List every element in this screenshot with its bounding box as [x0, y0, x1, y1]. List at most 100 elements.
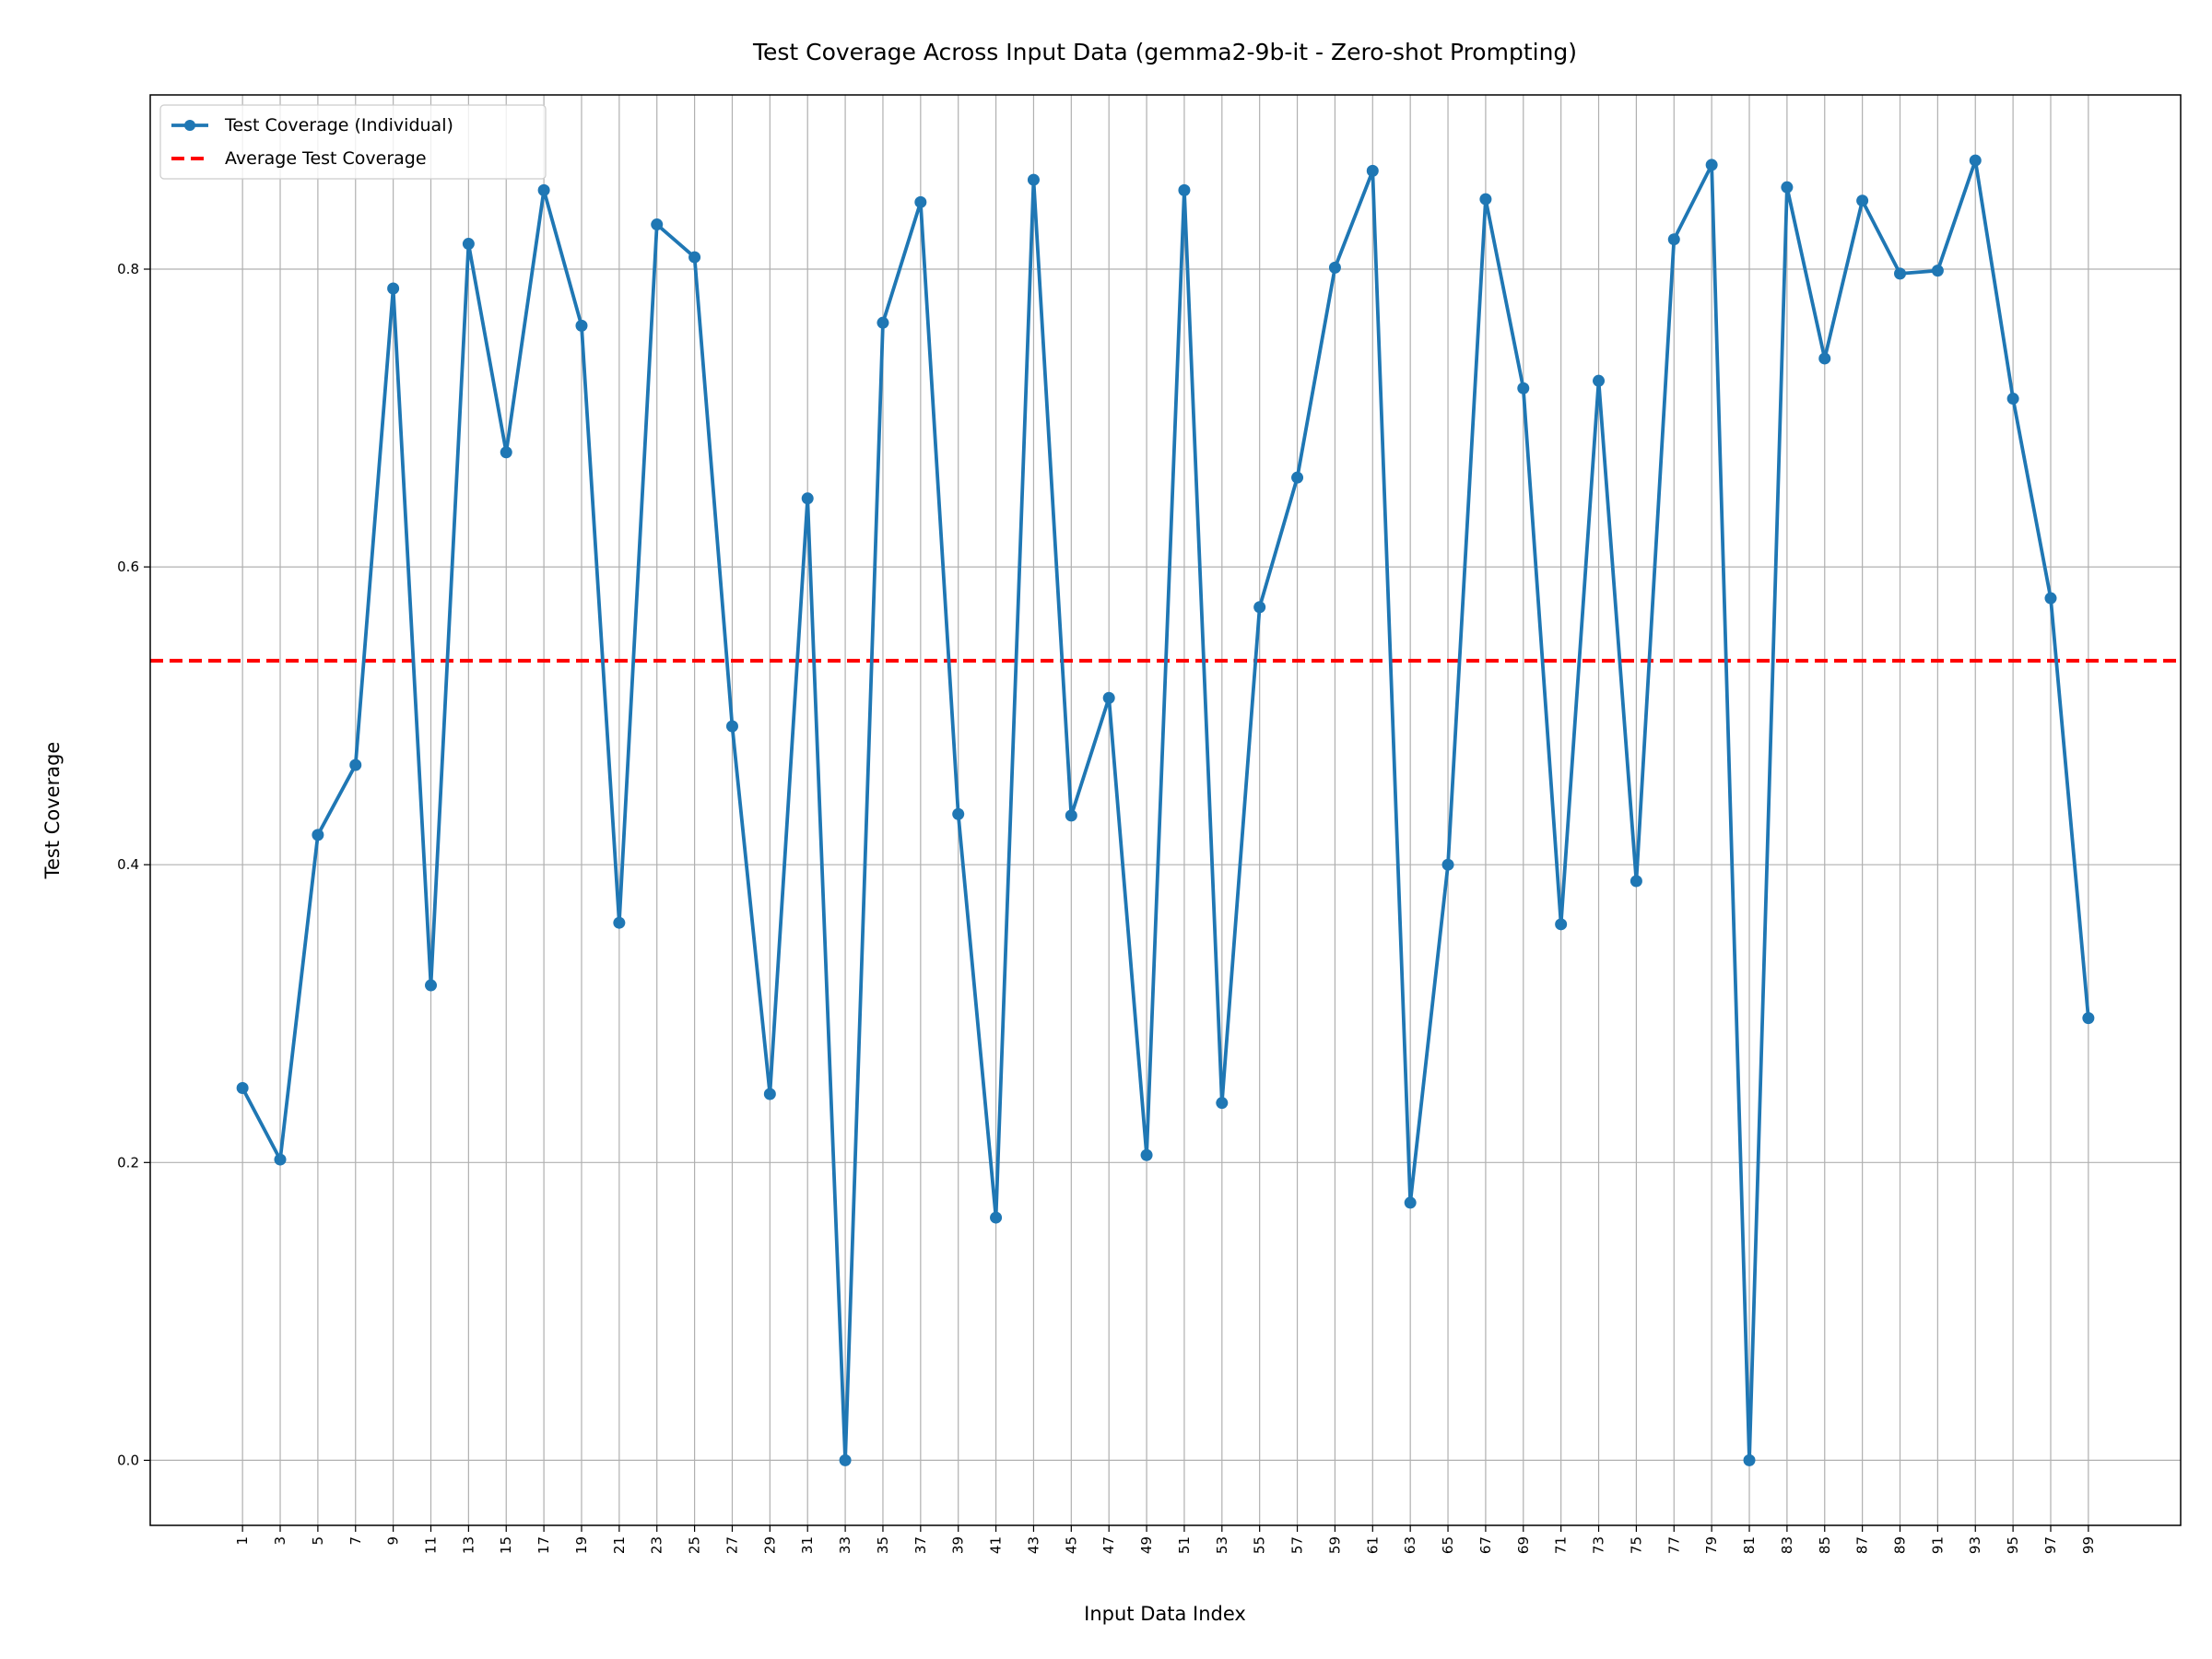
data-point	[1328, 261, 1341, 274]
data-point	[1441, 858, 1454, 871]
x-tick-label: 83	[1779, 1536, 1795, 1554]
legend: Test Coverage (Individual) Average Test C…	[159, 104, 547, 180]
data-point	[1969, 154, 1982, 167]
x-tick-label: 57	[1289, 1536, 1306, 1554]
data-point	[1856, 194, 1869, 207]
data-point	[1781, 181, 1794, 194]
y-tick-label: 0.4	[117, 856, 139, 873]
x-tick-label: 89	[1892, 1536, 1909, 1554]
x-tick-label: 91	[1929, 1536, 1946, 1554]
data-point	[1894, 267, 1907, 280]
x-tick-label: 69	[1515, 1536, 1532, 1554]
x-tick-label: 67	[1477, 1536, 1494, 1554]
x-tick-label: 87	[1854, 1536, 1871, 1554]
x-tick-label: 79	[1703, 1536, 1720, 1554]
x-tick-label: 77	[1665, 1536, 1682, 1554]
x-tick-label: 31	[799, 1536, 816, 1554]
data-point	[1366, 164, 1379, 177]
data-point	[914, 195, 927, 208]
data-point	[1178, 183, 1191, 196]
data-point	[801, 492, 814, 505]
data-point	[312, 829, 324, 841]
data-point	[1102, 691, 1115, 704]
data-point	[1027, 173, 1040, 186]
data-point	[236, 1082, 249, 1095]
x-tick-label: 29	[761, 1536, 778, 1554]
y-tick-label: 0.8	[117, 261, 139, 277]
legend-label: Test Coverage (Individual)	[224, 115, 453, 135]
x-tick-label: 75	[1628, 1536, 1644, 1554]
plot-frame	[149, 94, 2182, 1526]
x-tick-label: 99	[2080, 1536, 2097, 1554]
data-point	[1705, 159, 1718, 171]
data-point	[1216, 1097, 1229, 1110]
data-point	[1404, 1196, 1417, 1209]
x-tick-label: 81	[1741, 1536, 1758, 1554]
data-point	[1931, 265, 1944, 277]
data-point	[274, 1153, 287, 1166]
data-point	[424, 979, 437, 992]
data-point	[990, 1211, 1003, 1224]
data-point	[1517, 382, 1530, 394]
data-point	[349, 759, 362, 771]
x-tick-label: 37	[912, 1536, 929, 1554]
x-tick-label: 13	[460, 1536, 477, 1554]
x-tick-label: 53	[1214, 1536, 1230, 1554]
data-point	[2006, 393, 2019, 406]
x-tick-label: 59	[1326, 1536, 1343, 1554]
x-tick-label: 73	[1591, 1536, 1607, 1554]
x-tick-label: 65	[1440, 1536, 1456, 1554]
x-tick-label: 1	[234, 1536, 251, 1546]
x-tick-label: 47	[1100, 1536, 1117, 1554]
x-tick-label: 11	[422, 1536, 439, 1554]
x-tick-label: 33	[837, 1536, 853, 1554]
x-tick-label: 43	[1025, 1536, 1041, 1554]
y-tick-label: 0.0	[117, 1452, 139, 1468]
x-tick-label: 5	[310, 1536, 326, 1546]
x-tick-label: 49	[1138, 1536, 1155, 1554]
data-point	[537, 183, 550, 196]
x-tick-label: 93	[1967, 1536, 1983, 1554]
data-point	[839, 1453, 852, 1466]
x-tick-label: 35	[875, 1536, 891, 1554]
data-point	[1479, 193, 1492, 206]
x-tick-label: 25	[687, 1536, 703, 1554]
data-point	[1065, 809, 1077, 822]
x-tick-label: 55	[1252, 1536, 1268, 1554]
data-point	[1630, 875, 1642, 888]
data-point	[1667, 233, 1680, 246]
x-tick-label: 23	[649, 1536, 665, 1554]
data-point	[1140, 1148, 1153, 1161]
series-line	[241, 159, 2090, 1463]
x-tick-label: 85	[1817, 1536, 1833, 1554]
data-point	[1743, 1453, 1756, 1466]
x-tick-label: 97	[2042, 1536, 2059, 1554]
y-tick-label: 0.2	[117, 1154, 139, 1171]
data-point	[1291, 471, 1304, 484]
chart-title: Test Coverage Across Input Data (gemma2-…	[752, 39, 1577, 65]
y-tick-label: 0.6	[117, 559, 139, 575]
legend-marker	[184, 120, 195, 131]
data-point	[613, 916, 626, 929]
data-point	[387, 282, 400, 295]
data-point	[1593, 374, 1606, 387]
x-tick-label: 41	[988, 1536, 1005, 1554]
x-tick-label: 9	[385, 1536, 402, 1546]
x-tick-label: 17	[535, 1536, 552, 1554]
x-tick-label: 21	[611, 1536, 628, 1554]
x-tick-label: 39	[950, 1536, 967, 1554]
x-tick-label: 63	[1402, 1536, 1418, 1554]
data-point	[651, 218, 664, 231]
data-point	[1253, 601, 1266, 614]
data-point	[2044, 592, 2057, 605]
data-point	[763, 1088, 776, 1100]
data-point	[952, 807, 965, 820]
legend-box	[159, 104, 547, 180]
data-point	[725, 720, 738, 733]
data-point	[1818, 352, 1831, 365]
data-point	[575, 319, 588, 332]
x-tick-label: 45	[1063, 1536, 1079, 1554]
x-tick-label: 61	[1364, 1536, 1381, 1554]
